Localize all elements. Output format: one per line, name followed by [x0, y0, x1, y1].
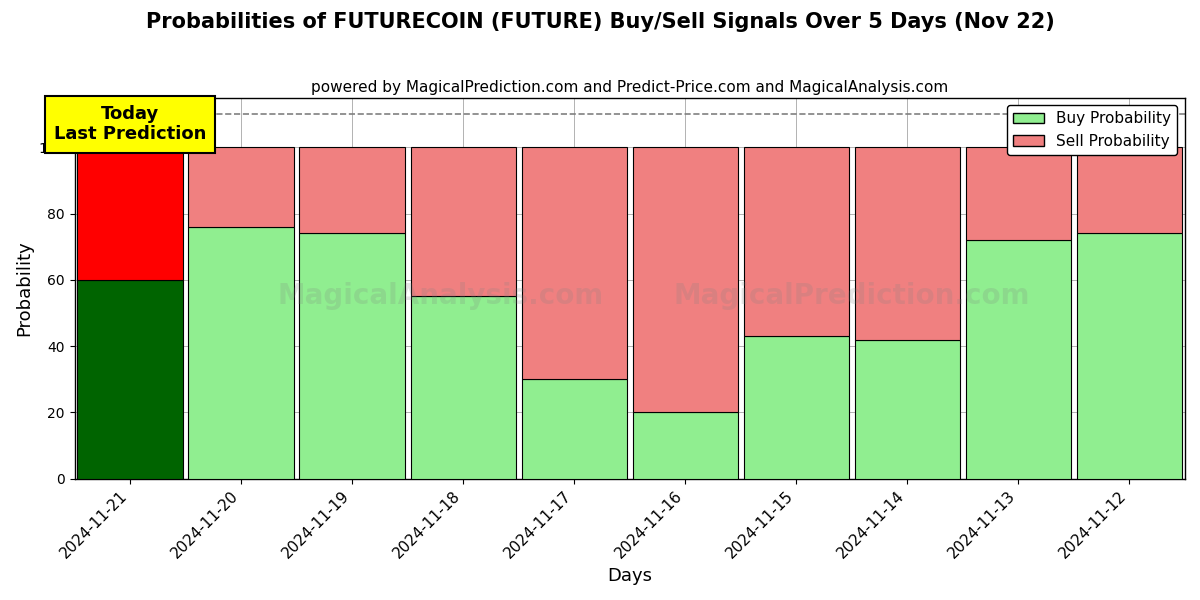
Bar	[522, 147, 628, 379]
Title: powered by MagicalPrediction.com and Predict-Price.com and MagicalAnalysis.com: powered by MagicalPrediction.com and Pre…	[311, 80, 948, 95]
Bar	[300, 147, 404, 233]
Bar	[854, 147, 960, 340]
Bar	[1076, 233, 1182, 479]
Y-axis label: Probability: Probability	[16, 241, 34, 336]
Text: MagicalAnalysis.com: MagicalAnalysis.com	[278, 282, 604, 310]
Bar	[78, 147, 182, 280]
Bar	[854, 340, 960, 479]
Bar	[188, 227, 294, 479]
Bar	[966, 147, 1072, 240]
Bar	[744, 336, 850, 479]
Bar	[632, 412, 738, 479]
X-axis label: Days: Days	[607, 567, 653, 585]
Bar	[522, 379, 628, 479]
Bar	[1076, 147, 1182, 233]
Bar	[300, 233, 404, 479]
Text: Probabilities of FUTURECOIN (FUTURE) Buy/Sell Signals Over 5 Days (Nov 22): Probabilities of FUTURECOIN (FUTURE) Buy…	[145, 12, 1055, 32]
Text: Today
Last Prediction: Today Last Prediction	[54, 104, 206, 143]
Bar	[966, 240, 1072, 479]
Bar	[632, 147, 738, 412]
Bar	[410, 147, 516, 296]
Bar	[410, 296, 516, 479]
Text: MagicalPrediction.com: MagicalPrediction.com	[673, 282, 1030, 310]
Bar	[744, 147, 850, 336]
Bar	[78, 280, 182, 479]
Legend: Buy Probability, Sell Probability: Buy Probability, Sell Probability	[1007, 105, 1177, 155]
Bar	[188, 147, 294, 227]
